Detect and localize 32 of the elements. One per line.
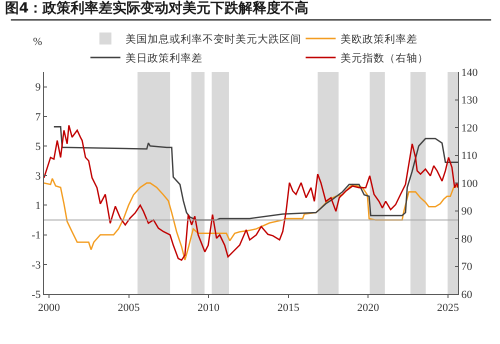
x-tick-label: 2025 — [436, 302, 460, 314]
y-tick-label: 5 — [35, 140, 42, 153]
line-series — [53, 126, 458, 221]
y-tick-label: -5 — [32, 288, 42, 301]
y2-tick-label: 80 — [461, 233, 473, 246]
y2-tick-label: 140 — [461, 66, 478, 79]
y-tick-label: 7 — [35, 111, 42, 124]
line-series — [44, 178, 458, 261]
y-tick-label: -3 — [32, 259, 42, 272]
line-series — [44, 124, 458, 261]
y2-tick-label: 60 — [461, 288, 473, 301]
y-axis-title: % — [33, 36, 42, 48]
y-tick-label: -1 — [32, 230, 41, 242]
legend-label: 美元指数（右轴） — [340, 52, 429, 65]
legend-label: 美欧政策利率差 — [340, 32, 418, 46]
y-tick-label: 9 — [35, 82, 42, 94]
y-tick-label: 1 — [35, 200, 41, 212]
legend-label: 美日政策利率差 — [125, 52, 202, 65]
x-tick-label: 2010 — [198, 302, 220, 314]
chart-title: 图4：政策利率差实际变动对美元下跌解释度不高 — [5, 0, 309, 17]
y2-tick-label: 110 — [461, 150, 478, 162]
y2-tick-label: 120 — [461, 122, 478, 134]
y2-tick-label: 130 — [461, 94, 478, 107]
x-tick-label: 2015 — [277, 302, 300, 314]
legend-label: 美国加息或利率不变时美元大跌区间 — [125, 32, 302, 46]
x-tick-label: 2005 — [118, 302, 140, 314]
y-tick-label: 3 — [35, 170, 42, 182]
x-tick-label: 2000 — [38, 302, 60, 314]
y2-tick-label: 100 — [461, 178, 478, 190]
x-tick-label: 2020 — [357, 302, 380, 314]
y2-tick-label: 90 — [461, 206, 473, 218]
y2-tick-label: 70 — [461, 261, 473, 274]
